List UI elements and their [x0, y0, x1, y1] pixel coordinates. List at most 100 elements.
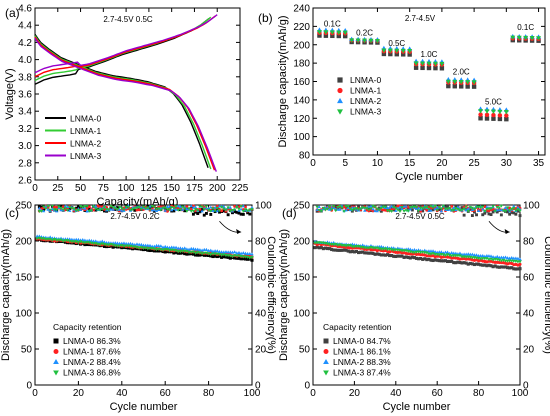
discharge-curve-LNMA-2	[34, 36, 216, 171]
capacity-point-LNMA-0	[194, 253, 198, 257]
legend-marker-LNMA-1	[337, 87, 343, 94]
efficiency-point-LNMA-3	[342, 210, 346, 214]
efficiency-point-LNMA-3	[202, 208, 206, 211]
efficiency-point-LNMA-3	[161, 206, 165, 210]
x-tick-label: 60	[432, 388, 444, 399]
capacity-point-LNMA-3	[333, 242, 338, 246]
capacity-point-LNMA-3	[193, 251, 198, 255]
marker-LNMA-3	[536, 36, 542, 41]
efficiency-point-LNMA-3	[245, 209, 250, 213]
capacity-point-LNMA-0	[495, 265, 499, 269]
efficiency-point-LNMA-3	[163, 206, 167, 210]
efficiency-point-LNMA-3	[78, 205, 83, 208]
efficiency-point-LNMA-0	[473, 210, 476, 214]
capacity-point-LNMA-2	[470, 252, 475, 256]
efficiency-point-LNMA-0	[218, 210, 221, 214]
capacity-point-LNMA-0	[222, 255, 226, 259]
capacity-point-LNMA-2	[159, 244, 163, 248]
efficiency-point-LNMA-3	[91, 205, 96, 209]
marker-LNMA-0	[336, 33, 341, 39]
efficiency-point-LNMA-3	[213, 209, 217, 213]
marker-LNMA-3	[439, 61, 445, 67]
efficiency-point-LNMA-2	[387, 205, 392, 209]
efficiency-point-LNMA-3	[425, 205, 429, 209]
charge-curve-LNMA-0	[34, 17, 210, 85]
efficiency-point-LNMA-3	[111, 206, 115, 209]
efficiency-point-LNMA-3	[215, 206, 219, 210]
marker-LNMA-0	[478, 116, 483, 121]
capacity-point-LNMA-2	[154, 243, 159, 247]
capacity-point-LNMA-3	[185, 250, 189, 254]
discharge-curve-LNMA-0	[34, 34, 209, 168]
efficiency-point-LNMA-0	[198, 210, 202, 214]
x-tick-label: 150	[163, 183, 180, 194]
capacity-point-LNMA-0	[417, 257, 421, 261]
capacity-point-LNMA-3	[217, 252, 222, 257]
capacity-point-LNMA-0	[414, 256, 419, 260]
y-tick-label: 200	[15, 237, 32, 248]
capacity-point-LNMA-0	[371, 251, 375, 255]
y2-tick-label: 20	[523, 345, 535, 356]
efficiency-point-LNMA-0	[475, 213, 478, 217]
capacity-point-LNMA-0	[342, 248, 346, 252]
capacity-point-LNMA-0	[361, 250, 365, 254]
x-tick-label: 100	[118, 183, 135, 194]
y2-tick-label: 80	[523, 237, 535, 248]
efficiency-point-LNMA-0	[489, 213, 493, 217]
efficiency-point-LNMA-2	[241, 204, 245, 208]
capacity-point-LNMA-0	[479, 263, 483, 267]
efficiency-point-LNMA-3	[431, 206, 435, 210]
efficiency-point-LNMA-2	[404, 204, 408, 208]
legend-label-LNMA-1: LNMA-1 87.6%	[63, 347, 121, 357]
efficiency-point-LNMA-1	[508, 206, 512, 210]
marker-LNMA-0	[484, 116, 490, 121]
efficiency-point-LNMA-0	[499, 213, 503, 217]
efficiency-point-LNMA-3	[170, 206, 174, 209]
marker-LNMA-3	[349, 38, 355, 43]
y2-tick-label: 60	[523, 273, 535, 284]
capacity-point-LNMA-3	[122, 244, 126, 249]
legend-label-LNMA-2: LNMA-2	[350, 96, 381, 106]
capacity-point-LNMA-0	[441, 259, 445, 263]
efficiency-point-LNMA-3	[152, 205, 157, 209]
efficiency-point-LNMA-3	[332, 205, 336, 208]
capacity-point-LNMA-3	[331, 243, 336, 247]
capacity-point-LNMA-0	[340, 248, 344, 252]
efficiency-point-LNMA-2	[167, 204, 172, 208]
x-tick-label: 80	[473, 388, 485, 399]
marker-LNMA-3	[374, 38, 380, 44]
efficiency-point-LNMA-3	[115, 208, 120, 212]
y-tick-label: 240	[293, 4, 310, 15]
capacity-point-LNMA-0	[472, 262, 477, 267]
capacity-point-LNMA-3	[391, 248, 396, 252]
capacity-point-LNMA-0	[315, 245, 319, 249]
capacity-point-LNMA-0	[419, 256, 423, 261]
legend-label-LNMA-1: LNMA-1	[350, 86, 381, 96]
marker-LNMA-3	[316, 30, 322, 35]
efficiency-point-LNMA-2	[152, 208, 157, 212]
capacity-point-LNMA-0	[237, 256, 241, 260]
efficiency-point-LNMA-2	[185, 207, 189, 211]
marker-LNMA-3	[484, 109, 490, 114]
efficiency-point-LNMA-0	[514, 212, 518, 216]
capacity-point-LNMA-3	[191, 250, 196, 254]
rate-label: 5.0C	[485, 98, 502, 107]
capacity-point-LNMA-0	[398, 254, 402, 258]
x-tick-label: 175	[186, 183, 203, 194]
capacity-point-LNMA-3	[65, 239, 70, 243]
efficiency-point-LNMA-0	[491, 210, 495, 214]
capacity-point-LNMA-0	[172, 251, 176, 255]
marker-LNMA-3	[432, 61, 438, 67]
capacity-point-LNMA-3	[367, 246, 371, 250]
legend-marker-LNMA-3	[53, 370, 59, 376]
efficiency-point-LNMA-3	[501, 209, 506, 213]
capacity-point-LNMA-0	[450, 259, 454, 263]
efficiency-point-LNMA-3	[37, 210, 42, 214]
y-tick-label: 3.4	[18, 107, 32, 118]
efficiency-point-LNMA-3	[120, 207, 124, 211]
capacity-point-LNMA-2	[182, 246, 187, 250]
capacity-point-LNMA-2	[169, 245, 174, 249]
capacity-point-LNMA-3	[381, 247, 386, 251]
legend-label-LNMA-1: LNMA-1	[70, 126, 101, 136]
efficiency-point-LNMA-2	[59, 208, 63, 212]
